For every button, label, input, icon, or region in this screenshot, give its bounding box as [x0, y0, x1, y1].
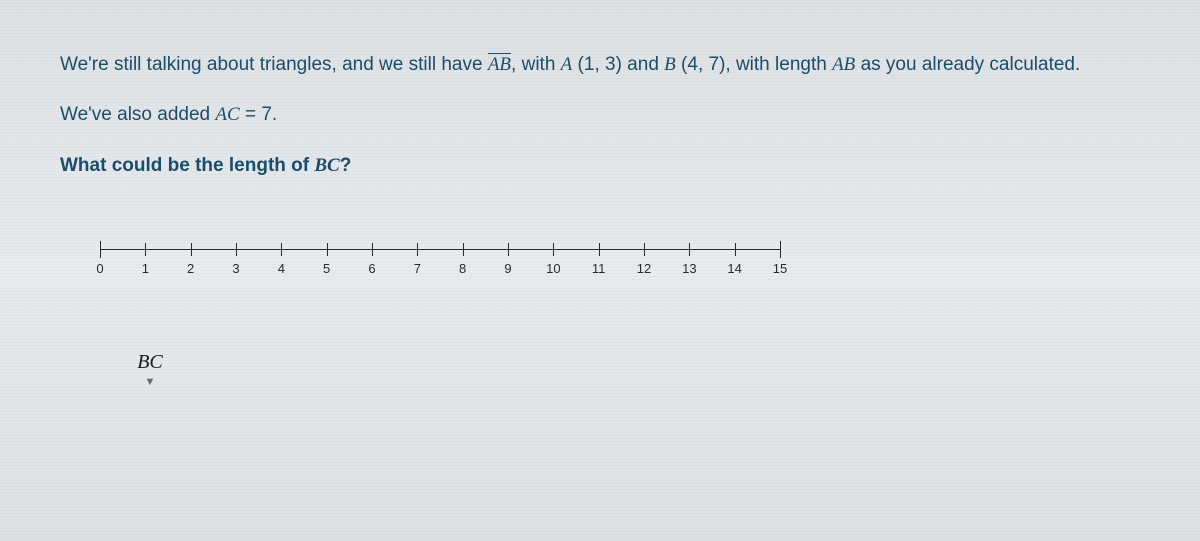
- tick-label: 15: [773, 261, 787, 276]
- tick: [327, 243, 328, 256]
- tick: [417, 243, 418, 256]
- tick: [508, 243, 509, 256]
- text-fragment: = 7.: [240, 104, 278, 125]
- chevron-down-icon: ▼: [110, 376, 190, 388]
- tick-label: 7: [414, 261, 421, 276]
- tick-label: 13: [682, 261, 696, 276]
- text-fragment: , with length: [725, 54, 832, 75]
- tick-label: 14: [727, 261, 741, 276]
- text-fragment: We've also added: [60, 104, 215, 125]
- tick: [599, 243, 600, 256]
- point-a-coords: (1, 3): [572, 54, 622, 75]
- length-ab: AB: [832, 54, 855, 75]
- tick: [553, 243, 554, 256]
- question-line: What could be the length of BC?: [60, 151, 1140, 181]
- bc-dropdown-label: BC: [110, 351, 190, 374]
- text-fragment: and: [622, 54, 664, 75]
- number-line: 0123456789101112131415: [100, 241, 780, 281]
- tick-label: 4: [278, 261, 285, 276]
- tick-label: 12: [637, 261, 651, 276]
- tick: [780, 241, 781, 258]
- tick: [191, 243, 192, 256]
- tick-label: 8: [459, 261, 466, 276]
- paragraph-2: We've also added AC = 7.: [60, 100, 1140, 130]
- point-b-label: B: [664, 54, 676, 75]
- text-fragment: What could be the length of: [60, 155, 314, 176]
- tick-label: 9: [504, 261, 511, 276]
- text-fragment: , with: [511, 54, 561, 75]
- text-fragment: as you already calculated.: [855, 54, 1080, 75]
- tick-label: 6: [368, 261, 375, 276]
- point-a-label: A: [561, 54, 573, 75]
- point-b-coords: (4, 7): [676, 54, 726, 75]
- segment-ac: AC: [215, 104, 239, 125]
- tick: [145, 243, 146, 256]
- tick: [689, 243, 690, 256]
- tick-label: 11: [592, 261, 606, 276]
- tick: [372, 243, 373, 256]
- tick-label: 5: [323, 261, 330, 276]
- number-line-container: 0123456789101112131415: [100, 241, 1140, 281]
- tick-label: 1: [142, 261, 149, 276]
- paragraph-1: We're still talking about triangles, and…: [60, 50, 1140, 80]
- segment-ab: AB: [488, 54, 511, 75]
- segment-bc-question: BC: [314, 155, 339, 176]
- tick-label: 2: [187, 261, 194, 276]
- tick-label: 3: [232, 261, 239, 276]
- tick-label: 10: [546, 261, 560, 276]
- tick-label: 0: [96, 261, 103, 276]
- tick: [236, 243, 237, 256]
- text-fragment: We're still talking about triangles, and…: [60, 54, 488, 75]
- tick: [100, 241, 101, 258]
- tick: [735, 243, 736, 256]
- tick: [463, 243, 464, 256]
- number-line-axis: [100, 249, 780, 250]
- tick: [281, 243, 282, 256]
- text-fragment: ?: [340, 155, 352, 176]
- tick: [644, 243, 645, 256]
- bc-dropdown[interactable]: BC ▼: [110, 351, 190, 388]
